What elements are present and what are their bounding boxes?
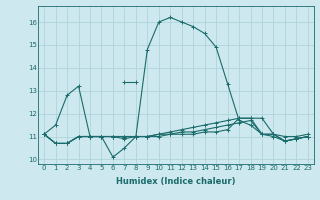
X-axis label: Humidex (Indice chaleur): Humidex (Indice chaleur) — [116, 177, 236, 186]
